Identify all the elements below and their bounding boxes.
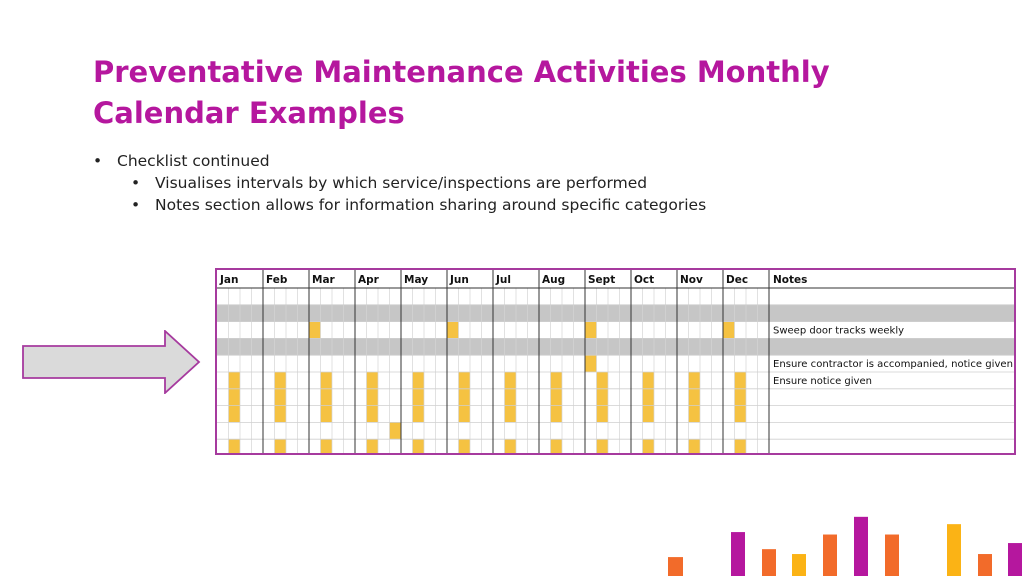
highlight-cell bbox=[550, 405, 562, 423]
month-header: Feb bbox=[266, 274, 288, 286]
highlight-cell bbox=[412, 372, 424, 389]
bullet-item: Notes section allows for information sha… bbox=[93, 194, 706, 216]
highlight-cell bbox=[734, 388, 746, 406]
highlight-cell bbox=[550, 439, 562, 453]
highlight-cell bbox=[688, 372, 700, 389]
highlight-cell bbox=[642, 439, 654, 453]
highlight-cell bbox=[688, 388, 700, 406]
decor-bar bbox=[762, 549, 776, 576]
highlight-cell bbox=[366, 388, 378, 406]
highlight-cell bbox=[504, 439, 516, 453]
highlight-cell bbox=[596, 439, 608, 453]
highlight-cell bbox=[504, 388, 516, 406]
decor-bar bbox=[731, 532, 745, 576]
highlight-cell bbox=[596, 388, 608, 406]
note-text: Ensure notice given bbox=[773, 376, 872, 387]
slide-title: Preventative Maintenance Activities Mont… bbox=[93, 55, 830, 130]
month-header: Apr bbox=[358, 274, 380, 286]
month-header: Mar bbox=[312, 274, 336, 286]
highlight-cell bbox=[228, 388, 240, 406]
month-header: May bbox=[404, 274, 428, 286]
highlight-cell bbox=[734, 372, 746, 389]
highlight-cell bbox=[366, 439, 378, 453]
highlight-cell bbox=[228, 405, 240, 423]
month-header: Jun bbox=[449, 274, 469, 286]
highlight-cell bbox=[585, 355, 597, 372]
highlight-cell bbox=[458, 439, 470, 453]
highlight-cell bbox=[596, 405, 608, 423]
highlight-cell bbox=[366, 372, 378, 389]
highlight-cell bbox=[412, 439, 424, 453]
highlight-cell bbox=[550, 388, 562, 406]
highlight-cell bbox=[228, 372, 240, 389]
month-header: Jan bbox=[219, 274, 238, 286]
highlight-cell bbox=[504, 372, 516, 389]
grey-row bbox=[217, 304, 1014, 322]
highlight-cell bbox=[458, 372, 470, 389]
decor-bar bbox=[1008, 543, 1022, 576]
highlight-cell bbox=[723, 321, 735, 339]
maintenance-calendar: Jan Feb Mar Apr May Jun Jul Aug Sept Oct Nov Dec Not… bbox=[215, 268, 1016, 455]
highlight-cell bbox=[274, 388, 286, 406]
note-text: Sweep door tracks weekly bbox=[773, 326, 904, 337]
month-header: Nov bbox=[680, 274, 703, 286]
month-header: Aug bbox=[542, 274, 565, 286]
right-arrow-icon bbox=[22, 330, 201, 394]
highlight-cell bbox=[228, 439, 240, 453]
decor-bar bbox=[792, 554, 806, 576]
decor-bar bbox=[668, 557, 683, 576]
highlight-cell bbox=[458, 388, 470, 406]
decor-bar bbox=[978, 554, 992, 576]
highlight-cell bbox=[458, 405, 470, 423]
bullet-item: Checklist continued bbox=[93, 150, 706, 172]
highlight-cell bbox=[734, 439, 746, 453]
highlight-cell bbox=[688, 439, 700, 453]
bullet-list: Checklist continued Visualises intervals… bbox=[93, 150, 706, 216]
highlight-cell bbox=[274, 372, 286, 389]
highlight-cell bbox=[447, 321, 459, 339]
month-header: Oct bbox=[634, 274, 654, 286]
month-header: Jul bbox=[495, 274, 511, 286]
highlight-cell bbox=[412, 388, 424, 406]
decor-bar bbox=[885, 534, 899, 576]
decor-bar bbox=[823, 534, 837, 576]
highlight-cell bbox=[389, 422, 401, 440]
highlight-cell bbox=[642, 405, 654, 423]
highlight-cell bbox=[309, 321, 321, 339]
highlight-cell bbox=[320, 439, 332, 453]
highlight-cell bbox=[366, 405, 378, 423]
highlight-cell bbox=[734, 405, 746, 423]
decor-bar bbox=[947, 524, 961, 576]
highlight-cell bbox=[320, 372, 332, 389]
highlight-cell bbox=[274, 439, 286, 453]
calendar-grid: Jan Feb Mar Apr May Jun Jul Aug Sept Oct Nov Dec Not… bbox=[217, 270, 1014, 453]
highlight-cell bbox=[274, 405, 286, 423]
highlight-cell bbox=[596, 372, 608, 389]
highlight-cell bbox=[412, 405, 424, 423]
highlight-cell bbox=[550, 372, 562, 389]
bullet-item: Visualises intervals by which service/in… bbox=[93, 172, 706, 194]
highlight-cell bbox=[320, 388, 332, 406]
highlight-cell bbox=[504, 405, 516, 423]
note-text: Ensure contractor is accompanied, notice… bbox=[773, 359, 1013, 370]
highlight-cell bbox=[585, 321, 597, 339]
highlight-cell bbox=[642, 388, 654, 406]
notes-header: Notes bbox=[773, 274, 807, 286]
highlight-cell bbox=[688, 405, 700, 423]
decor-bar bbox=[854, 516, 868, 576]
month-header: Dec bbox=[726, 274, 748, 286]
highlight-cell bbox=[320, 405, 332, 423]
highlight-cell bbox=[642, 372, 654, 389]
grey-row bbox=[217, 338, 1014, 356]
month-header: Sept bbox=[588, 274, 615, 286]
